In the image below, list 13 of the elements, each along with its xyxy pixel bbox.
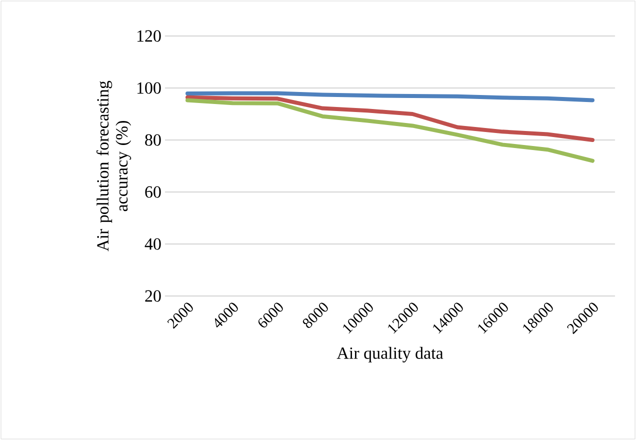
line-series	[186, 95, 594, 142]
x-axis-title: Air quality data	[336, 346, 444, 362]
x-tick-label: 4000	[214, 302, 238, 328]
y-tick-label: 100	[137, 82, 161, 94]
y-tick-label: 120	[137, 30, 161, 42]
y-tick-label: 60	[145, 186, 161, 198]
line-series	[186, 98, 594, 163]
y-axis-title: Air pollution forecasting accuracy (%)	[96, 80, 132, 252]
y-tick-label: 40	[144, 238, 161, 250]
line-series	[186, 91, 594, 102]
x-tick-label: 6000	[258, 302, 283, 328]
y-tick-label: 20	[145, 290, 161, 302]
y-tick-label: 80	[145, 134, 161, 146]
